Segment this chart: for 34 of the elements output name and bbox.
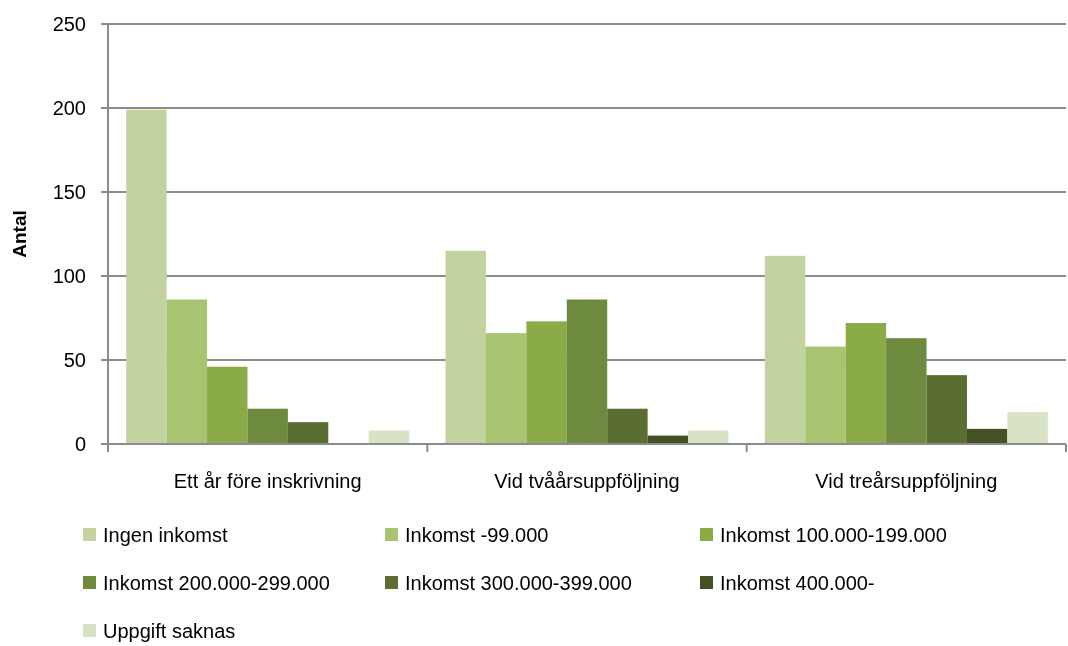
y-tick-label: 200: [52, 97, 86, 119]
bar: [764, 255, 806, 444]
legend-label: Inkomst 100.000-199.000: [720, 524, 947, 546]
x-tick-label: Vid tvåårsuppföljning: [494, 470, 680, 492]
y-tick-label: 50: [63, 349, 86, 371]
legend-label: Inkomst -99.000: [405, 524, 549, 546]
y-axis-title: Antal: [9, 210, 30, 258]
bar: [966, 428, 1008, 444]
bar: [1007, 412, 1048, 444]
y-tick-label: 150: [52, 181, 86, 203]
y-tick-label: 100: [52, 265, 86, 287]
x-tick-label: Ett år före inskrivning: [173, 470, 362, 492]
bar: [207, 366, 248, 444]
bar: [845, 323, 887, 444]
bar: [886, 338, 927, 444]
bar: [126, 109, 167, 444]
bar: [926, 375, 967, 444]
bar: [566, 299, 608, 444]
bar: [805, 346, 846, 444]
bar: [485, 333, 527, 444]
bar: [287, 422, 329, 444]
bar: [607, 408, 648, 444]
y-tick-label: 250: [52, 13, 86, 35]
x-tick-label: Vid treårsuppföljning: [815, 470, 998, 492]
y-tick-label: 0: [74, 433, 86, 455]
bar: [445, 250, 486, 444]
legend-label: Uppgift saknas: [103, 620, 236, 642]
bar: [247, 408, 288, 444]
legend-label: Ingen inkomst: [103, 524, 228, 546]
bar: [526, 321, 567, 444]
legend-label: Inkomst 300.000-399.000: [405, 572, 632, 594]
legend-label: Inkomst 200.000-299.000: [103, 572, 330, 594]
bar: [166, 299, 208, 444]
legend-label: Inkomst 400.000-: [720, 572, 875, 594]
